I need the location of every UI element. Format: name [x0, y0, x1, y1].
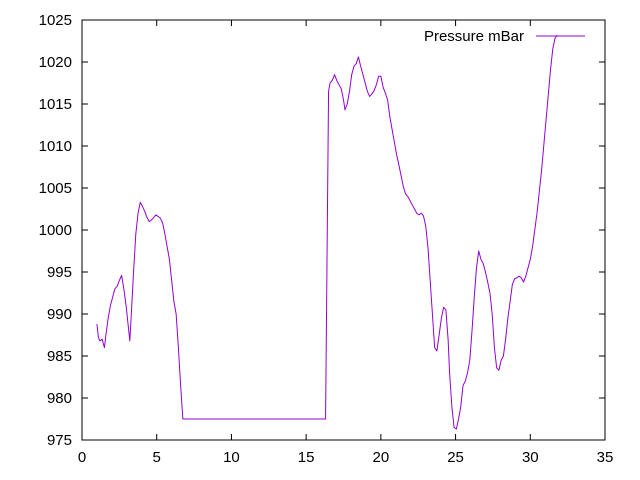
plot-frame: [81, 19, 606, 441]
x-tick-label: 20: [373, 449, 390, 466]
y-tick-label: 1000: [39, 222, 72, 239]
y-tick-label: 1015: [39, 96, 72, 113]
x-tick-label: 15: [298, 449, 315, 466]
legend: Pressure mBar: [424, 28, 585, 45]
y-tick-label: 995: [47, 264, 72, 281]
x-tick-label: 25: [447, 449, 464, 466]
x-tick-label: 35: [597, 449, 614, 466]
axis-tick-labels: 0 5 10 15 20 25 30 3597598098599099510001005101…: [39, 12, 614, 466]
series-layer: [96, 34, 558, 430]
y-tick-label: 1020: [39, 54, 72, 71]
axis-ticks: [81, 19, 606, 441]
y-tick-label: 980: [47, 390, 72, 407]
y-tick-label: 990: [47, 306, 72, 323]
y-tick-label: 1025: [39, 12, 72, 29]
y-tick-label: 1005: [39, 180, 72, 197]
x-tick-label: 5: [153, 449, 161, 466]
y-tick-label: 1010: [39, 138, 72, 155]
x-tick-label: 30: [522, 449, 539, 466]
x-tick-label: 0: [78, 449, 86, 466]
legend-label: Pressure mBar: [424, 28, 524, 45]
y-tick-label: 985: [47, 348, 72, 365]
series-line-pressure: [96, 34, 558, 430]
y-tick-label: 975: [47, 432, 72, 449]
x-tick-label: 10: [223, 449, 240, 466]
